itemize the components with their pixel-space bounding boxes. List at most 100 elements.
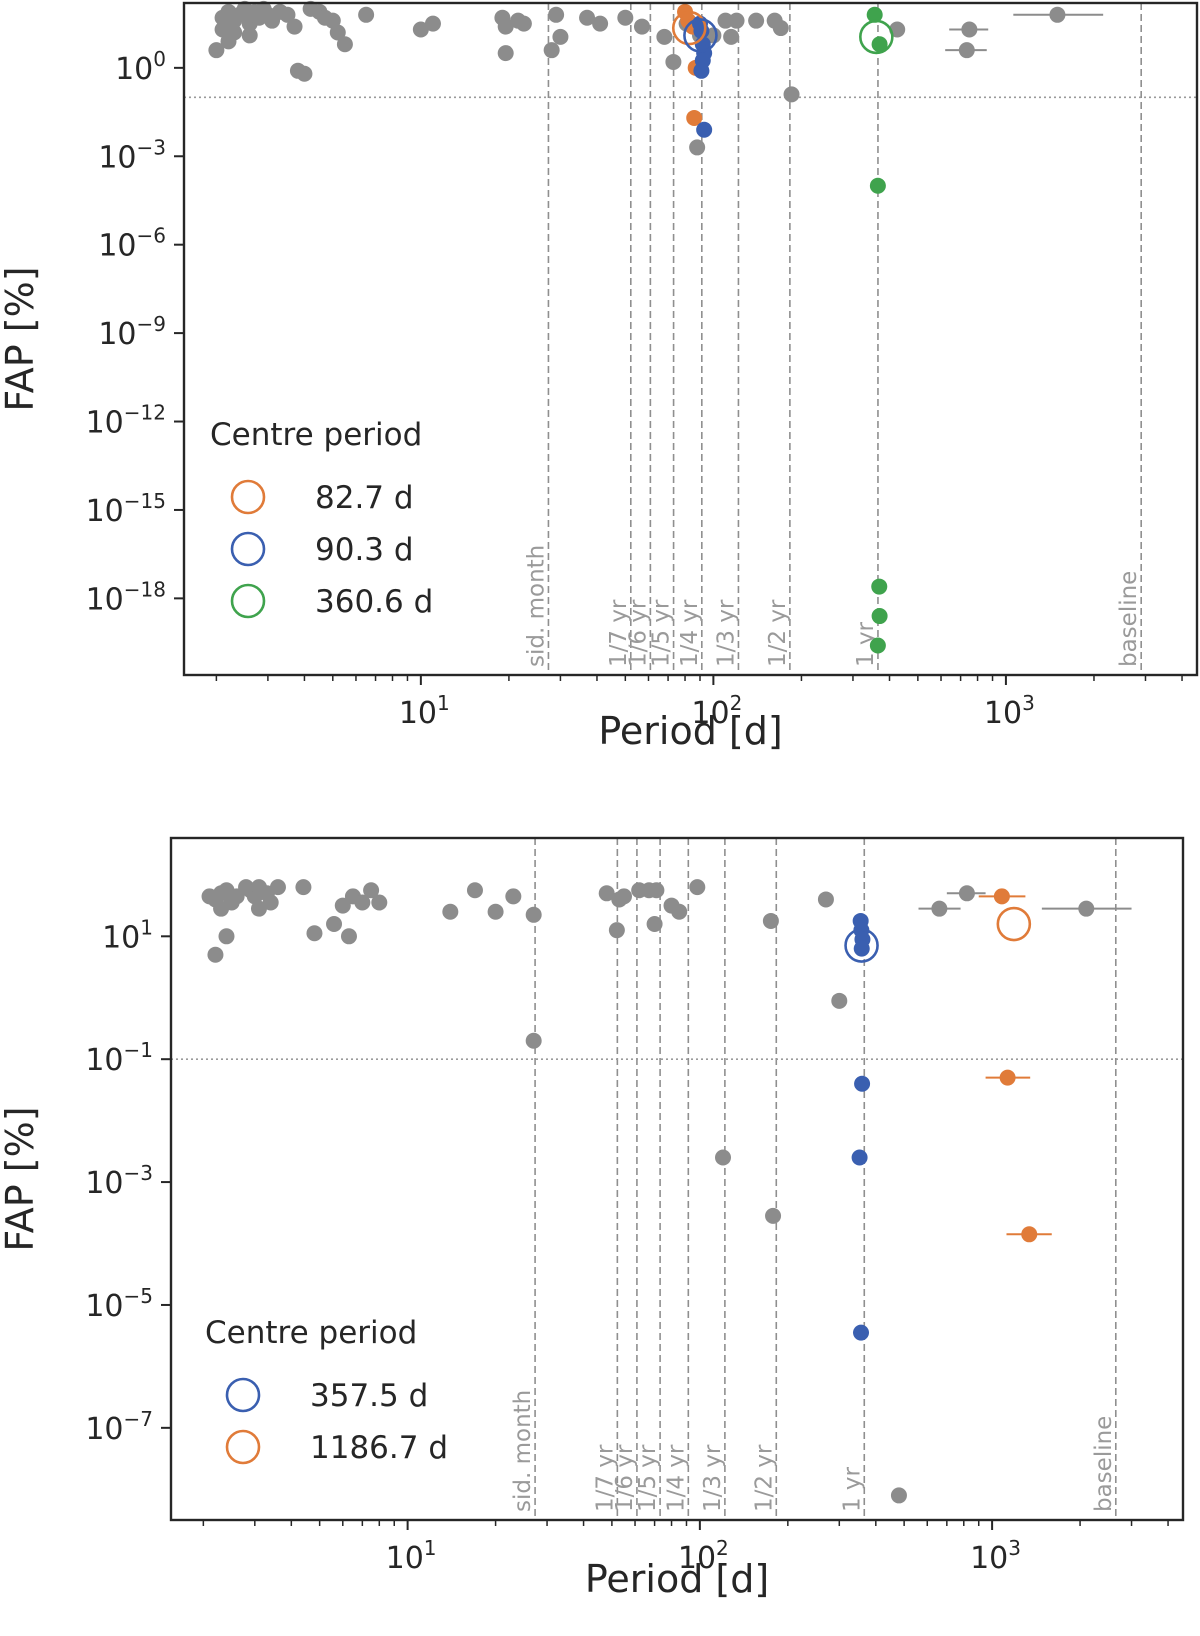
centre-marker bbox=[683, 18, 718, 53]
data-point bbox=[286, 18, 303, 35]
data-point bbox=[958, 885, 975, 902]
data-point bbox=[958, 42, 975, 59]
data-point bbox=[336, 36, 353, 53]
data-point bbox=[371, 894, 388, 911]
data-point bbox=[424, 15, 441, 32]
y-tick-label: 10−12 bbox=[86, 401, 166, 441]
reference-line-label: 1/3 yr bbox=[713, 599, 739, 667]
data-point bbox=[723, 28, 740, 45]
data-point bbox=[931, 900, 948, 917]
data-point bbox=[543, 42, 560, 59]
centre-marker bbox=[996, 906, 1032, 942]
data-point bbox=[715, 1149, 732, 1166]
x-tick-label: 103 bbox=[970, 1536, 1021, 1576]
legend-marker bbox=[230, 531, 266, 567]
y-tick-label: 10−1 bbox=[85, 1038, 153, 1078]
data-point bbox=[241, 27, 258, 44]
y-tick-label: 10−18 bbox=[86, 577, 166, 617]
legend-marker bbox=[230, 479, 266, 515]
data-point bbox=[854, 1075, 871, 1092]
data-point bbox=[334, 897, 351, 914]
data-point bbox=[598, 885, 615, 902]
legend-label: 360.6 d bbox=[315, 584, 433, 620]
data-point bbox=[696, 121, 713, 138]
data-point bbox=[207, 946, 224, 963]
y-tick-label: 10−6 bbox=[98, 224, 166, 264]
data-point bbox=[851, 1149, 868, 1166]
data-point bbox=[866, 6, 883, 23]
y-tick-label: 10−15 bbox=[86, 489, 166, 529]
data-point bbox=[783, 86, 800, 103]
x-tick-label: 102 bbox=[691, 691, 742, 731]
data-point bbox=[717, 12, 734, 29]
data-point bbox=[831, 992, 848, 1009]
data-point bbox=[296, 65, 313, 82]
data-point bbox=[269, 879, 286, 896]
x-axis-label: Period [d] bbox=[585, 1557, 769, 1601]
legend-label: 90.3 d bbox=[315, 532, 414, 568]
data-point bbox=[728, 12, 745, 29]
data-point bbox=[552, 28, 569, 45]
data-point bbox=[772, 20, 789, 37]
data-point bbox=[358, 6, 375, 23]
data-point bbox=[689, 879, 706, 896]
centre-marker bbox=[844, 928, 879, 963]
data-point bbox=[646, 916, 663, 933]
reference-line-label: sid. month bbox=[523, 545, 549, 667]
data-point bbox=[762, 912, 779, 929]
data-point bbox=[354, 894, 371, 911]
legend-marker bbox=[230, 583, 266, 619]
reference-line-label: 1/4 yr bbox=[677, 599, 703, 667]
data-point bbox=[255, 0, 272, 17]
data-point bbox=[213, 900, 230, 917]
data-point bbox=[218, 928, 235, 945]
data-point bbox=[748, 12, 765, 29]
y-axis-label: FAP [%] bbox=[0, 1106, 42, 1251]
data-point bbox=[515, 15, 532, 32]
y-axis-label: FAP [%] bbox=[0, 266, 42, 411]
y-tick-label: 10−3 bbox=[85, 1161, 153, 1201]
data-point bbox=[1049, 6, 1066, 23]
legend-label: 357.5 d bbox=[310, 1378, 428, 1414]
centre-marker bbox=[671, 10, 707, 46]
data-point bbox=[686, 109, 703, 126]
data-point bbox=[869, 637, 886, 654]
data-point bbox=[671, 903, 688, 920]
chart-panel-1: sid. month 1/7 yr1/6 yr1/5 yr 1/4 yr 1/3 yr… bbox=[0, 0, 1199, 753]
data-point bbox=[497, 18, 514, 35]
data-point bbox=[853, 1324, 870, 1341]
data-point bbox=[548, 6, 565, 23]
data-point bbox=[871, 578, 888, 595]
reference-line-label: 1/2 yr bbox=[765, 599, 791, 667]
data-point bbox=[617, 9, 634, 26]
reference-line-label: 1/5 yr bbox=[649, 599, 675, 667]
data-point bbox=[656, 28, 673, 45]
data-point bbox=[765, 1207, 782, 1224]
reference-line-label: sid. month bbox=[510, 1390, 536, 1512]
reference-line-label: 1/5 yr bbox=[635, 1444, 661, 1512]
data-point bbox=[525, 1032, 542, 1049]
data-point bbox=[208, 42, 225, 59]
data-point bbox=[279, 6, 296, 23]
data-point bbox=[1021, 1226, 1038, 1243]
legend-label: 82.7 d bbox=[315, 480, 414, 516]
y-tick-label: 100 bbox=[115, 47, 166, 87]
data-point bbox=[262, 894, 279, 911]
data-point bbox=[592, 15, 609, 32]
legend-title: Centre period bbox=[205, 1315, 417, 1351]
y-tick-label: 10−5 bbox=[85, 1284, 153, 1324]
data-point bbox=[466, 882, 483, 899]
legend: Centre period 82.7 d 90.3 d 360.6 d bbox=[210, 417, 433, 620]
data-point bbox=[693, 62, 710, 79]
data-point bbox=[993, 888, 1010, 905]
data-point bbox=[665, 53, 682, 70]
x-tick-label: 103 bbox=[984, 691, 1035, 731]
data-point bbox=[295, 879, 312, 896]
data-point bbox=[306, 925, 323, 942]
data-point bbox=[326, 916, 343, 933]
data-point bbox=[615, 888, 632, 905]
data-point bbox=[1078, 900, 1095, 917]
x-tick-label: 101 bbox=[386, 1536, 437, 1576]
data-point bbox=[853, 940, 870, 957]
centre-marker bbox=[859, 19, 894, 55]
